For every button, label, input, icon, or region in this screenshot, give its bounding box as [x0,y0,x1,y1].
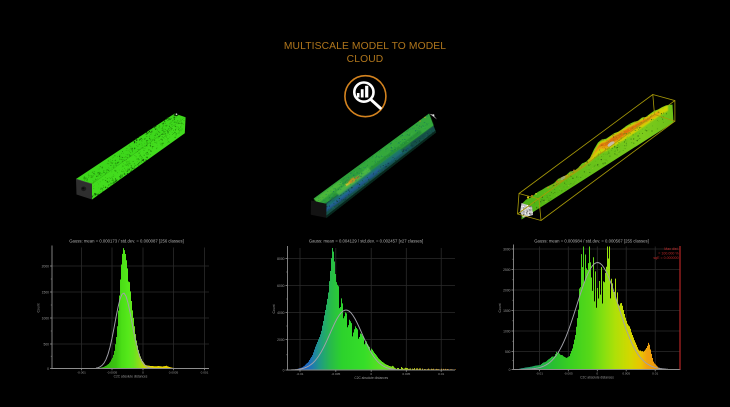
svg-text:1000: 1000 [503,329,511,333]
svg-text:Gauss: mean = 0.004129 / std.d: Gauss: mean = 0.004129 / std.dev. = 0.00… [309,238,423,243]
svg-text:8000: 8000 [277,257,285,261]
svg-text:-0.005: -0.005 [564,371,573,375]
svg-text:0.01: 0.01 [652,371,658,375]
svg-text:Count: Count [498,303,502,312]
svg-text:Count: Count [37,303,41,312]
svg-text:0: 0 [370,372,372,376]
svg-text:-0.01: -0.01 [296,372,303,376]
svg-text:-0.01: -0.01 [536,371,543,375]
svg-text:0.005: 0.005 [402,372,410,376]
svg-text:0.01: 0.01 [438,372,444,376]
svg-text:= 100.000 %: = 100.000 % [658,252,679,256]
svg-text:-0.0005: -0.0005 [107,370,118,374]
svg-text:C2C absolute distances: C2C absolute distances [580,375,614,379]
svg-text:sqE = 0.000000: sqE = 0.000000 [653,256,678,260]
svg-text:2500: 2500 [503,268,511,272]
svg-text:Count: Count [272,304,276,313]
svg-text:1000: 1000 [42,316,50,320]
svg-text:500: 500 [43,342,49,346]
svg-text:2000: 2000 [503,288,511,292]
svg-text:-0.001: -0.001 [77,370,86,374]
svg-text:1500: 1500 [503,309,511,313]
svg-text:0.005: 0.005 [622,371,630,375]
svg-text:3000: 3000 [503,247,511,251]
svg-text:4000: 4000 [277,311,285,315]
svg-text:-0.005: -0.005 [331,372,340,376]
svg-text:0: 0 [47,367,49,371]
svg-text:Gauss: mean = 0.000984 / std.d: Gauss: mean = 0.000984 / std.dev. = 0.00… [534,238,649,243]
svg-text:1500: 1500 [42,290,50,294]
svg-text:2000: 2000 [42,264,50,268]
svg-text:500: 500 [505,350,511,354]
svg-text:Max dist.: Max dist. [664,247,678,251]
svg-text:0.001: 0.001 [201,370,209,374]
svg-text:6000: 6000 [277,284,285,288]
svg-text:0.0005: 0.0005 [169,370,179,374]
svg-text:0: 0 [596,371,598,375]
svg-text:C2C absolute distances: C2C absolute distances [114,374,148,378]
svg-text:2000: 2000 [277,338,285,342]
svg-text:0: 0 [509,368,511,372]
svg-text:C2C absolute distances: C2C absolute distances [354,376,388,380]
svg-text:Gauss: mean = 0.000173 / std.d: Gauss: mean = 0.000173 / std.dev. = 0.00… [69,238,184,243]
svg-text:0: 0 [142,370,144,374]
svg-text:0: 0 [283,368,285,372]
